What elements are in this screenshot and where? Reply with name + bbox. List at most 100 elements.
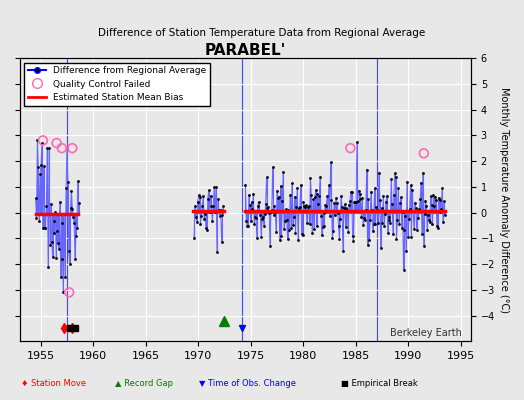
Point	[422, 203, 431, 209]
Point	[41, 225, 50, 231]
Point	[204, 187, 213, 194]
Point	[38, 140, 46, 146]
Point	[51, 208, 60, 215]
Point	[400, 226, 409, 233]
Point	[319, 224, 327, 230]
Point	[208, 202, 216, 209]
Point	[338, 204, 346, 210]
Point	[195, 194, 204, 200]
Point	[190, 235, 198, 242]
Point	[302, 202, 310, 208]
Point	[310, 226, 318, 232]
Point	[56, 199, 64, 205]
Point	[213, 248, 221, 255]
Point	[260, 211, 269, 217]
Point	[407, 234, 416, 240]
Point	[258, 216, 266, 222]
Point	[325, 213, 334, 219]
Point	[401, 212, 409, 219]
Point	[361, 217, 369, 223]
Point	[433, 225, 442, 232]
Point	[46, 242, 54, 248]
Point	[314, 200, 322, 207]
Point	[372, 204, 380, 210]
Point	[257, 234, 266, 240]
Point	[73, 225, 81, 231]
Point	[264, 203, 272, 210]
Point	[68, 205, 77, 212]
Point	[278, 198, 287, 204]
Point	[423, 227, 431, 234]
Point	[384, 230, 392, 236]
Point	[59, 289, 68, 296]
Point	[40, 225, 49, 231]
Point	[378, 220, 387, 226]
Point	[65, 289, 73, 296]
Point	[387, 176, 396, 183]
Point	[418, 230, 426, 237]
Point	[251, 214, 259, 220]
Point	[244, 223, 252, 230]
Point	[298, 232, 307, 238]
Point	[33, 137, 41, 144]
Point	[351, 199, 359, 205]
Point	[432, 197, 440, 203]
Point	[402, 248, 410, 254]
Point	[413, 207, 422, 213]
Point	[269, 212, 278, 218]
Point	[429, 192, 438, 198]
Point	[305, 221, 314, 227]
Point	[321, 202, 330, 208]
Point	[352, 199, 361, 205]
Point	[211, 208, 220, 215]
Point	[192, 214, 200, 220]
Point	[431, 193, 439, 200]
Point	[212, 184, 220, 190]
Point	[365, 237, 374, 244]
Point	[288, 180, 296, 186]
Point	[336, 216, 344, 222]
Point	[317, 212, 325, 219]
Point	[439, 219, 447, 225]
Point	[328, 235, 336, 241]
Point	[421, 198, 430, 204]
Point	[320, 210, 329, 216]
Point	[299, 199, 308, 205]
Point	[383, 192, 391, 199]
Point	[398, 209, 407, 216]
Point	[339, 248, 347, 254]
Point	[308, 230, 316, 236]
Point	[281, 218, 289, 225]
Point	[246, 218, 255, 224]
Point	[276, 236, 284, 243]
Point	[285, 227, 293, 234]
Point	[196, 221, 205, 227]
Point	[376, 197, 384, 203]
Point	[309, 196, 317, 202]
Point	[438, 185, 446, 191]
Point	[367, 188, 375, 195]
Point	[415, 206, 423, 212]
Point	[277, 233, 286, 240]
Point	[297, 182, 305, 188]
Point	[198, 203, 206, 209]
Point	[286, 192, 294, 198]
Point	[382, 199, 390, 205]
Point	[74, 200, 83, 206]
Point	[273, 188, 281, 194]
Point	[202, 225, 210, 232]
Point	[320, 223, 328, 229]
Point	[405, 216, 413, 222]
Point	[386, 220, 395, 226]
Point	[440, 198, 448, 204]
Point	[424, 212, 432, 218]
Point	[263, 205, 271, 211]
Point	[373, 207, 381, 214]
Point	[263, 174, 271, 180]
Point	[428, 202, 436, 208]
Point	[64, 248, 73, 254]
Point	[316, 174, 324, 180]
Point	[272, 229, 280, 236]
Point	[396, 200, 404, 206]
Point	[247, 199, 256, 205]
